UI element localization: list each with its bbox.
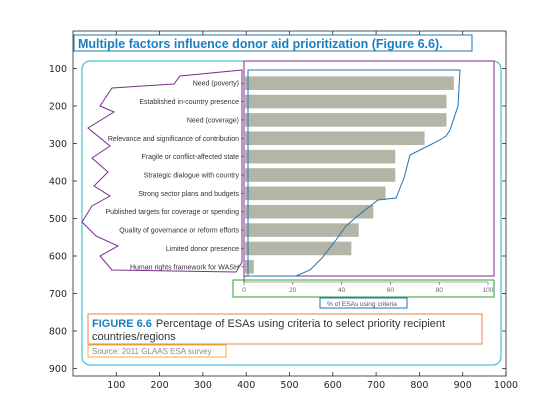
source-annotation bbox=[87, 344, 227, 358]
inner-x-tick-label: 40 bbox=[338, 287, 346, 294]
outer-x-tick-label: 100 bbox=[107, 380, 125, 391]
category-label: Relevance and significance of contributi… bbox=[108, 136, 239, 143]
caption-annotation bbox=[87, 313, 483, 345]
title-annotation bbox=[73, 34, 473, 52]
outer-y-tick-label: 900 bbox=[49, 364, 67, 375]
category-label: Established in-country presence bbox=[139, 99, 239, 106]
outer-y-tick-label: 300 bbox=[49, 139, 67, 150]
outer-x-tick-label: 500 bbox=[280, 380, 298, 391]
bar bbox=[245, 131, 425, 146]
bar bbox=[245, 94, 447, 109]
outer-y-tick-label: 700 bbox=[49, 289, 67, 300]
bars-annotation bbox=[247, 69, 461, 277]
bar bbox=[245, 149, 396, 164]
outer-x-tick-label: 400 bbox=[237, 380, 255, 391]
caption-source: Source: 2011 GLAAS ESA survey bbox=[92, 347, 211, 356]
category-labels-annotation bbox=[81, 69, 243, 273]
category-label: Strong sector plans and budgets bbox=[138, 191, 239, 198]
outer-y-tick-label: 500 bbox=[49, 214, 67, 225]
caption-line-1: FIGURE 6.6 Percentage of ESAs using crite… bbox=[92, 318, 445, 330]
caption-figure-label: FIGURE 6.6 bbox=[92, 318, 152, 330]
category-label: Quality of governance or reform efforts bbox=[119, 228, 239, 235]
inner-x-tick-label: 80 bbox=[436, 287, 444, 294]
bar bbox=[245, 223, 359, 237]
x-axis-annotation bbox=[232, 279, 495, 298]
outer-x-tick-label: 1000 bbox=[494, 380, 518, 391]
outer-x-tick-label: 300 bbox=[194, 380, 212, 391]
bar bbox=[245, 260, 254, 274]
outer-x-tick-label: 700 bbox=[367, 380, 385, 391]
inner-chart: Need (poverty) Established in-country pre… bbox=[106, 70, 494, 294]
outer-y-tick-label: 600 bbox=[49, 252, 67, 263]
bar bbox=[245, 241, 352, 256]
caption-line-2: countries/regions bbox=[92, 331, 176, 343]
outer-x-tick-label: 600 bbox=[324, 380, 342, 391]
category-label: Limited donor presence bbox=[166, 246, 239, 253]
bar bbox=[245, 113, 447, 127]
x-label-annotation bbox=[319, 297, 408, 309]
category-label: Published targets for coverage or spendi… bbox=[106, 209, 240, 216]
bar bbox=[245, 76, 454, 90]
outer-x-tick-label: 200 bbox=[151, 380, 169, 391]
plot-area-annotation bbox=[243, 60, 495, 277]
inner-x-tick-label: 60 bbox=[387, 287, 395, 294]
bar bbox=[245, 204, 374, 219]
category-label: Fragile or conflict-affected state bbox=[141, 154, 239, 161]
caption-text: Percentage of ESAs using criteria to sel… bbox=[156, 318, 445, 330]
outer-y-tick-label: 100 bbox=[49, 64, 67, 75]
outer-y-tick-label: 200 bbox=[49, 102, 67, 113]
category-label: Strategic dialogue with country bbox=[144, 173, 240, 180]
inner-x-tick-label: 20 bbox=[289, 287, 297, 294]
category-label: Need (poverty) bbox=[193, 81, 239, 88]
inner-x-tick-label: 100 bbox=[483, 287, 494, 294]
chart-title: Multiple factors influence donor aid pri… bbox=[78, 37, 443, 51]
category-label: Need (coverage) bbox=[187, 117, 239, 124]
outer-axes-ticks: 100 200 300 400 500 600 700 800 900 1000100200300… bbox=[49, 31, 518, 391]
inner-x-tick-label: 0 bbox=[242, 287, 246, 294]
outer-x-tick-label: 800 bbox=[410, 380, 428, 391]
bar bbox=[245, 168, 396, 182]
outer-y-tick-label: 800 bbox=[49, 327, 67, 338]
bar bbox=[245, 186, 386, 201]
outer-y-tick-label: 400 bbox=[49, 177, 67, 188]
x-axis-label: % of ESAs using criteria bbox=[327, 301, 397, 308]
outer-x-tick-label: 900 bbox=[454, 380, 472, 391]
category-label: Human rights framework for WASH bbox=[130, 264, 239, 271]
